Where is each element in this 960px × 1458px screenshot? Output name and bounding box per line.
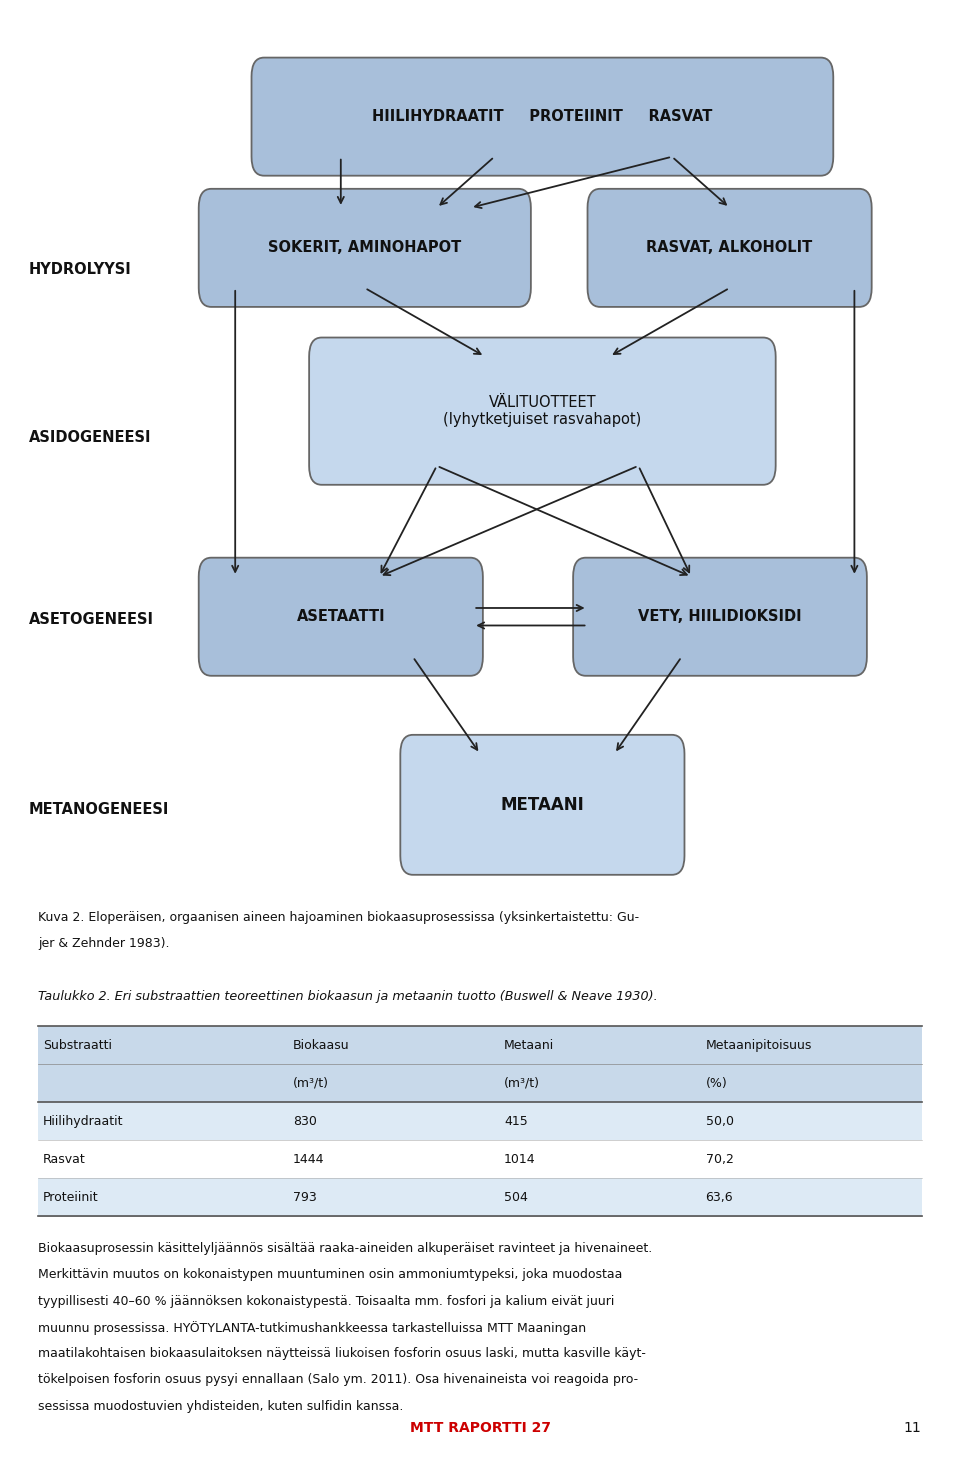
- Text: Biokaasu: Biokaasu: [293, 1040, 349, 1051]
- Text: Hiilihydraatit: Hiilihydraatit: [43, 1115, 124, 1127]
- Text: Substraatti: Substraatti: [43, 1040, 112, 1051]
- Text: jer & Zehnder 1983).: jer & Zehnder 1983).: [38, 937, 170, 951]
- Text: Proteiinit: Proteiinit: [43, 1191, 99, 1203]
- Text: Metaanipitoisuus: Metaanipitoisuus: [706, 1040, 812, 1051]
- Text: SOKERIT, AMINOHAPOT: SOKERIT, AMINOHAPOT: [268, 241, 462, 255]
- Text: 70,2: 70,2: [706, 1153, 733, 1165]
- Text: HIILIHYDRAATIT     PROTEIINIT     RASVAT: HIILIHYDRAATIT PROTEIINIT RASVAT: [372, 109, 712, 124]
- Bar: [38, 1064, 922, 1102]
- Text: METAANI: METAANI: [500, 796, 585, 814]
- Text: 1014: 1014: [504, 1153, 536, 1165]
- Text: RASVAT, ALKOHOLIT: RASVAT, ALKOHOLIT: [646, 241, 813, 255]
- Text: tyypillisesti 40–60 % jäännöksen kokonaistypestä. Toisaalta mm. fosfori ja kaliu: tyypillisesti 40–60 % jäännöksen kokonai…: [38, 1295, 614, 1308]
- Text: Biokaasuprosessin käsittelyljäännös sisältää raaka-aineiden alkuperäiset ravinte: Biokaasuprosessin käsittelyljäännös sisä…: [38, 1242, 653, 1255]
- Text: 415: 415: [504, 1115, 528, 1127]
- Text: Merkittävin muutos on kokonaistypen muuntuminen osin ammoniumtypeksi, joka muodo: Merkittävin muutos on kokonaistypen muun…: [38, 1268, 623, 1282]
- Text: Taulukko 2. Eri substraattien teoreettinen biokaasun ja metaanin tuotto (Buswell: Taulukko 2. Eri substraattien teoreettin…: [38, 990, 658, 1003]
- Text: ASETAATTI: ASETAATTI: [297, 609, 385, 624]
- FancyBboxPatch shape: [252, 57, 833, 175]
- Text: VETY, HIILIDIOKSIDI: VETY, HIILIDIOKSIDI: [638, 609, 802, 624]
- Text: 793: 793: [293, 1191, 317, 1203]
- Bar: [38, 1026, 922, 1064]
- Text: HYDROLYYSI: HYDROLYYSI: [29, 262, 132, 277]
- Text: Metaani: Metaani: [504, 1040, 554, 1051]
- Text: (%): (%): [706, 1077, 728, 1089]
- Text: MTT RAPORTTI 27: MTT RAPORTTI 27: [410, 1420, 550, 1435]
- Text: VÄLITUOTTEET
(lyhytketjuiset rasvahapot): VÄLITUOTTEET (lyhytketjuiset rasvahapot): [444, 395, 641, 427]
- FancyBboxPatch shape: [573, 558, 867, 677]
- FancyBboxPatch shape: [588, 190, 872, 308]
- Text: maatilakohtaisen biokaasulaitoksen näytteissä liukoisen fosforin osuus laski, mu: maatilakohtaisen biokaasulaitoksen näytt…: [38, 1347, 646, 1360]
- Text: muunnu prosessissa. HYÖTYLANTA-tutkimushankkeessa tarkastelluissa MTT Maaningan: muunnu prosessissa. HYÖTYLANTA-tutkimush…: [38, 1321, 587, 1336]
- Text: 830: 830: [293, 1115, 317, 1127]
- Text: sessissa muodostuvien yhdisteiden, kuten sulfidin kanssa.: sessissa muodostuvien yhdisteiden, kuten…: [38, 1400, 404, 1413]
- FancyBboxPatch shape: [199, 558, 483, 677]
- FancyBboxPatch shape: [400, 735, 684, 875]
- FancyBboxPatch shape: [199, 190, 531, 308]
- Text: 1444: 1444: [293, 1153, 324, 1165]
- Text: 50,0: 50,0: [706, 1115, 733, 1127]
- Text: 11: 11: [904, 1420, 922, 1435]
- Text: tökelpoisen fosforin osuus pysyi ennallaan (Salo ym. 2011). Osa hivenaineista vo: tökelpoisen fosforin osuus pysyi ennalla…: [38, 1373, 638, 1387]
- Text: 504: 504: [504, 1191, 528, 1203]
- Text: Kuva 2. Eloperäisen, orgaanisen aineen hajoaminen biokaasuprosessissa (yksinkert: Kuva 2. Eloperäisen, orgaanisen aineen h…: [38, 911, 639, 924]
- Bar: [38, 1178, 922, 1216]
- Text: (m³/t): (m³/t): [504, 1077, 540, 1089]
- Text: ASIDOGENEESI: ASIDOGENEESI: [29, 430, 152, 445]
- Text: Rasvat: Rasvat: [43, 1153, 86, 1165]
- Text: METANOGENEESI: METANOGENEESI: [29, 802, 169, 816]
- Bar: [38, 1140, 922, 1178]
- Text: 63,6: 63,6: [706, 1191, 733, 1203]
- Bar: [38, 1102, 922, 1140]
- Text: (m³/t): (m³/t): [293, 1077, 328, 1089]
- Text: ASETOGENEESI: ASETOGENEESI: [29, 612, 154, 627]
- FancyBboxPatch shape: [309, 338, 776, 486]
